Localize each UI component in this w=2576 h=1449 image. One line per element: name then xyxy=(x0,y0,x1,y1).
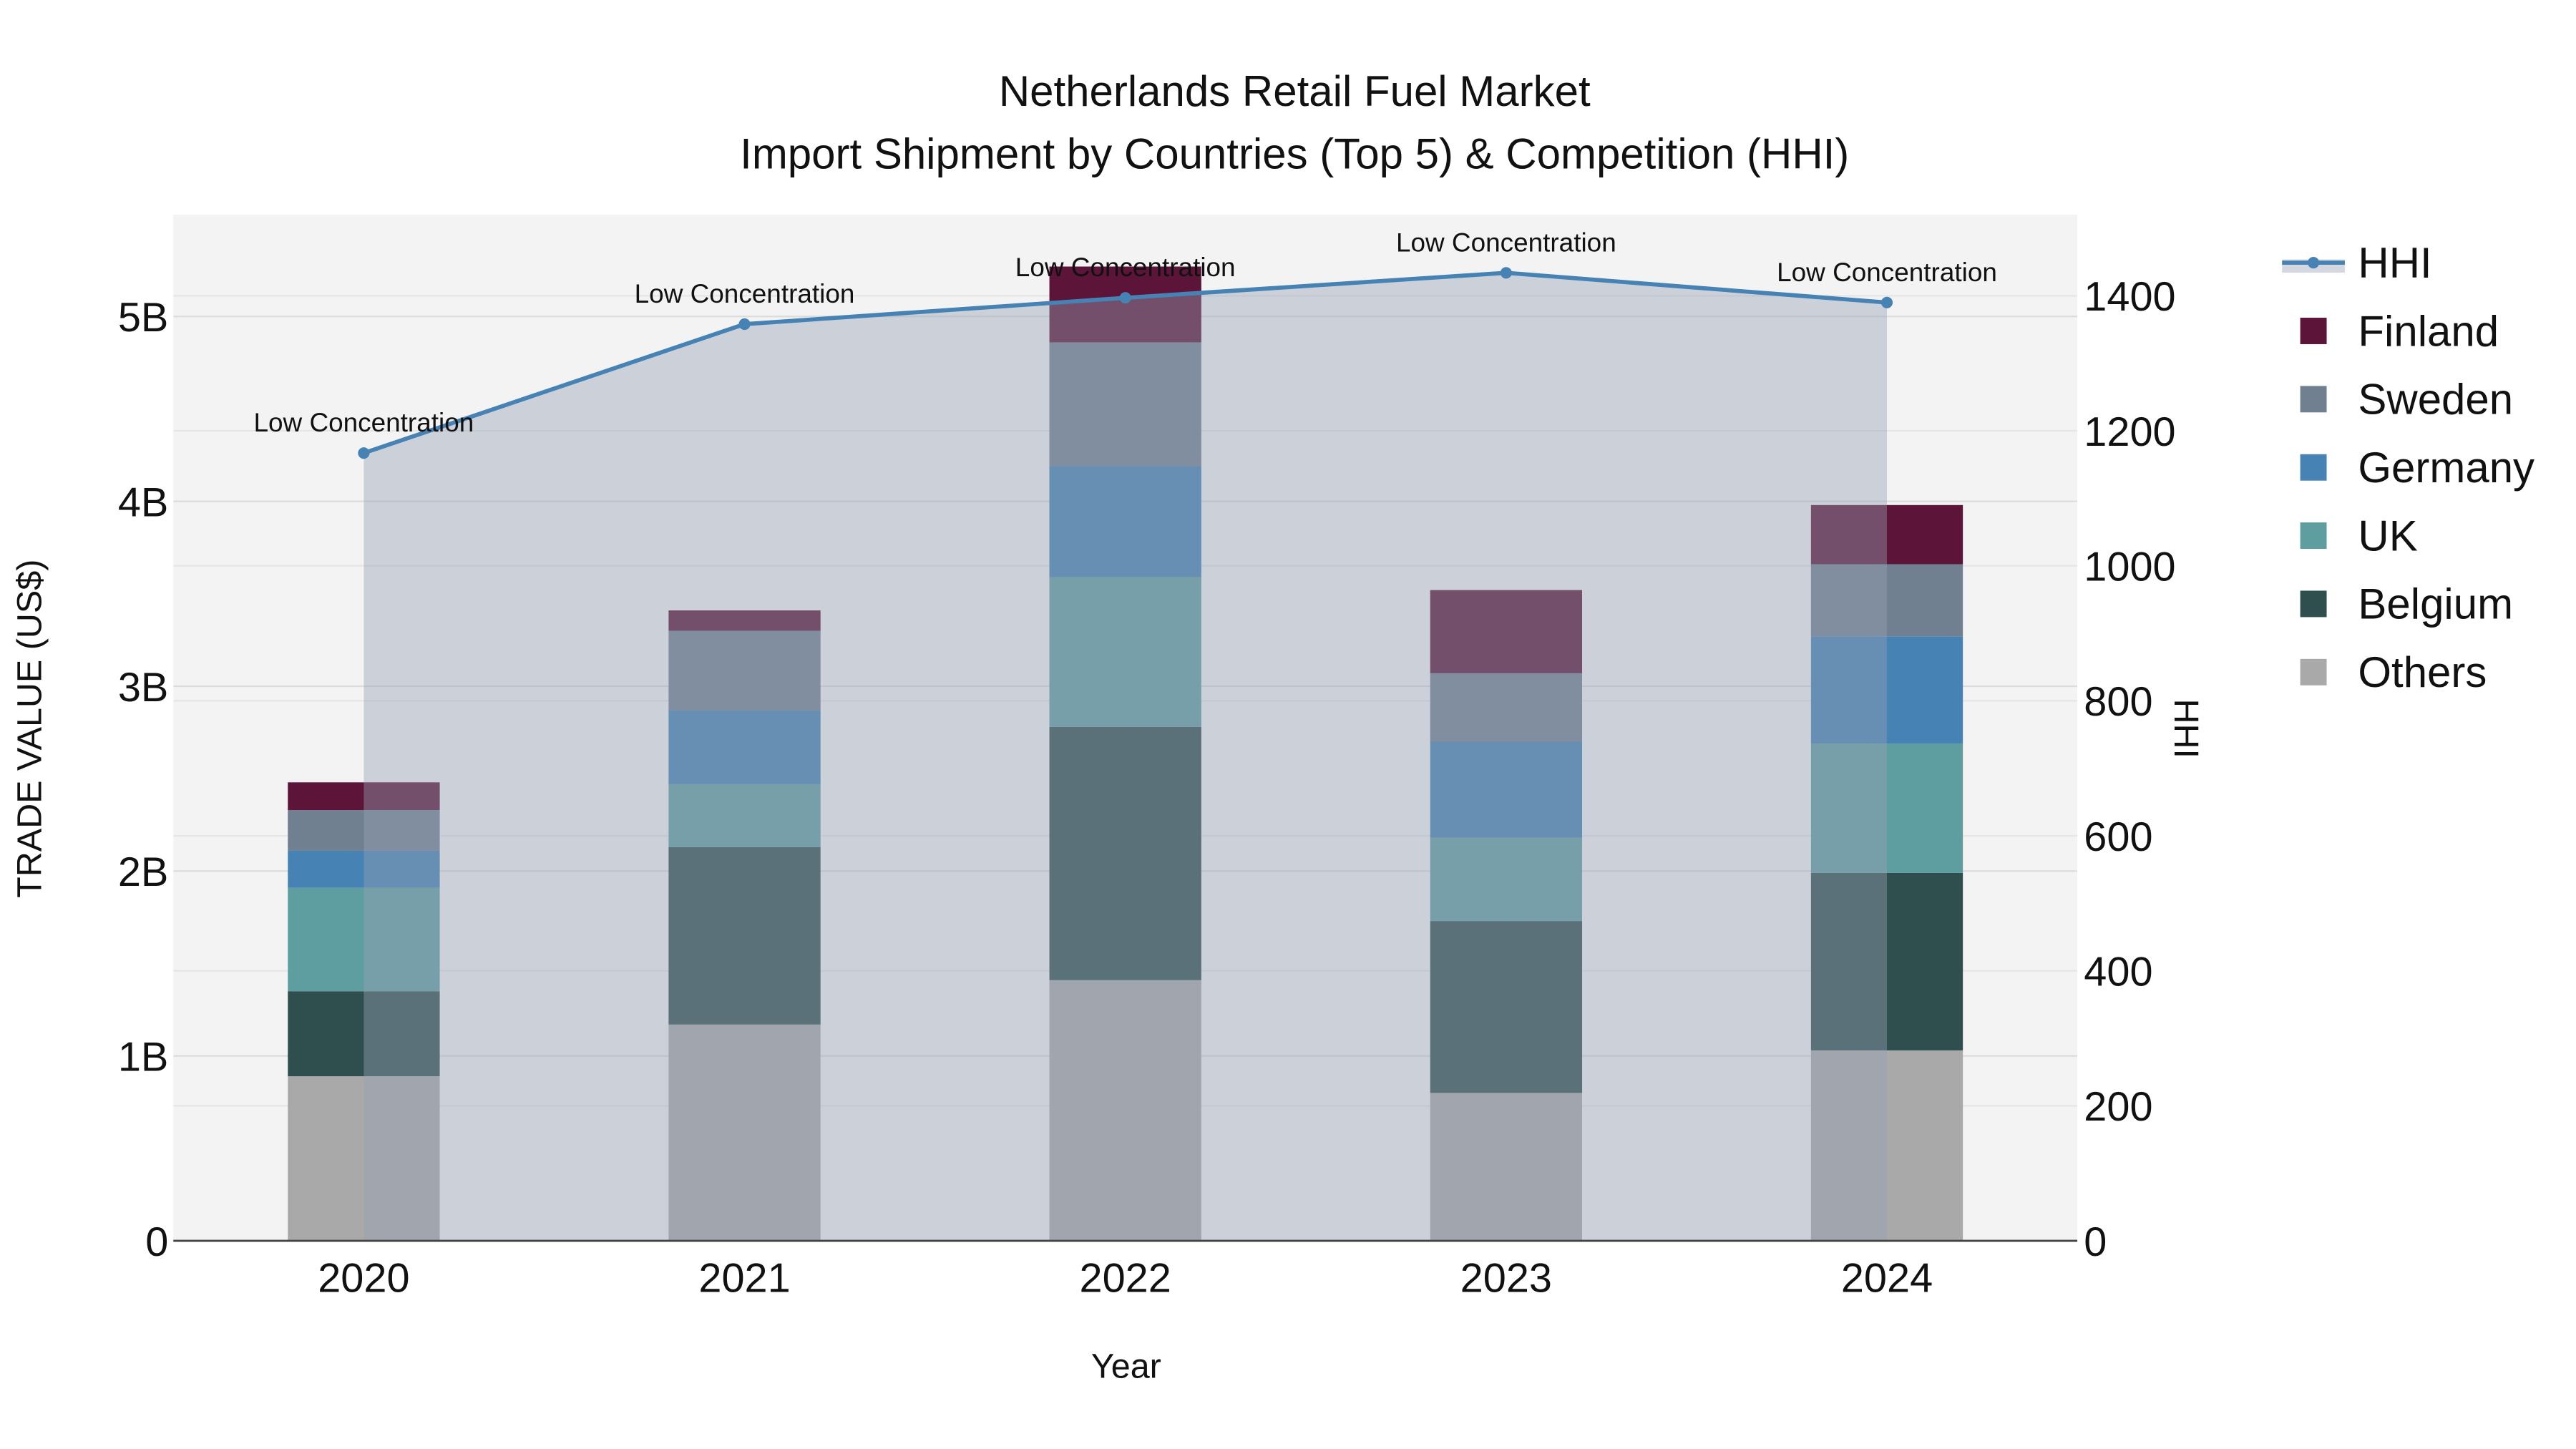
y2-tick-label: 0 xyxy=(2084,1219,2107,1265)
y-tick-label: 3B xyxy=(118,665,169,711)
hhi-annotation: Low Concentration xyxy=(635,279,855,308)
x-axis-label: Year xyxy=(1091,1347,1161,1386)
legend-swatch-belgium xyxy=(2301,590,2327,617)
x-tick-label: 2020 xyxy=(318,1256,409,1302)
legend-label: Germany xyxy=(2358,444,2534,492)
y-tick-label: 5B xyxy=(118,295,169,341)
legend-label: Sweden xyxy=(2358,376,2513,424)
x-tick-label: 2024 xyxy=(1841,1256,1933,1302)
hhi-area-fill xyxy=(364,273,1887,1241)
y-tick-label: 4B xyxy=(118,479,169,525)
y2-tick-label: 1200 xyxy=(2084,409,2175,455)
hhi-point xyxy=(1881,297,1893,308)
legend-swatch-germany xyxy=(2301,454,2327,481)
y-axis-label: TRADE VALUE (US$) xyxy=(11,560,49,898)
y2-tick-label: 200 xyxy=(2084,1084,2152,1130)
y-tick-label: 2B xyxy=(118,849,169,895)
legend-label: Finland xyxy=(2358,307,2499,355)
x-tick-label: 2022 xyxy=(1080,1256,1171,1302)
y2-tick-label: 600 xyxy=(2084,814,2152,860)
x-tick-label: 2023 xyxy=(1460,1256,1552,1302)
hhi-annotation: Low Concentration xyxy=(1777,258,1997,287)
hhi-area xyxy=(364,273,1887,1241)
y2-tick-label: 400 xyxy=(2084,949,2152,995)
chart: Low Concentration Low Concentration Low Co… xyxy=(0,0,2576,1449)
y2-axis-label: HHI xyxy=(2167,699,2205,759)
y-axis-ticks: 0 1B 2B 3B 4B 5B xyxy=(118,295,169,1265)
y2-tick-label: 1400 xyxy=(2084,274,2175,320)
hhi-annotation: Low Concentration xyxy=(1396,228,1616,257)
legend-swatch-uk xyxy=(2301,522,2327,549)
hhi-point xyxy=(358,447,369,459)
legend-label: HHI xyxy=(2358,239,2431,287)
y-tick-label: 0 xyxy=(145,1219,168,1265)
y2-tick-label: 800 xyxy=(2084,679,2152,725)
legend-label: Others xyxy=(2358,648,2487,696)
hhi-point xyxy=(1501,267,1512,278)
chart-subtitle: Import Shipment by Countries (Top 5) & C… xyxy=(740,130,1849,178)
legend-swatch-sweden xyxy=(2301,386,2327,412)
x-axis-ticks: 2020 2021 2022 2023 2024 xyxy=(318,1256,1933,1302)
legend-label: Belgium xyxy=(2358,580,2513,628)
hhi-point xyxy=(1120,292,1131,303)
hhi-annotation: Low Concentration xyxy=(1015,253,1236,282)
hhi-annotation: Low Concentration xyxy=(253,408,474,437)
x-tick-label: 2021 xyxy=(698,1256,790,1302)
legend-label: UK xyxy=(2358,512,2417,560)
y2-axis-ticks: 0 200 400 600 800 1000 1200 1400 xyxy=(2084,274,2175,1265)
legend-swatch-finland xyxy=(2301,318,2327,344)
chart-title: Netherlands Retail Fuel Market xyxy=(999,67,1591,115)
legend-swatch-others xyxy=(2301,659,2327,686)
legend-hhi-marker xyxy=(2308,257,2319,268)
legend: HHI Finland Sweden Germany UK Belgium Others xyxy=(2282,239,2534,696)
y2-tick-label: 1000 xyxy=(2084,544,2175,590)
hhi-point xyxy=(738,318,750,330)
y-tick-label: 1B xyxy=(118,1034,169,1080)
